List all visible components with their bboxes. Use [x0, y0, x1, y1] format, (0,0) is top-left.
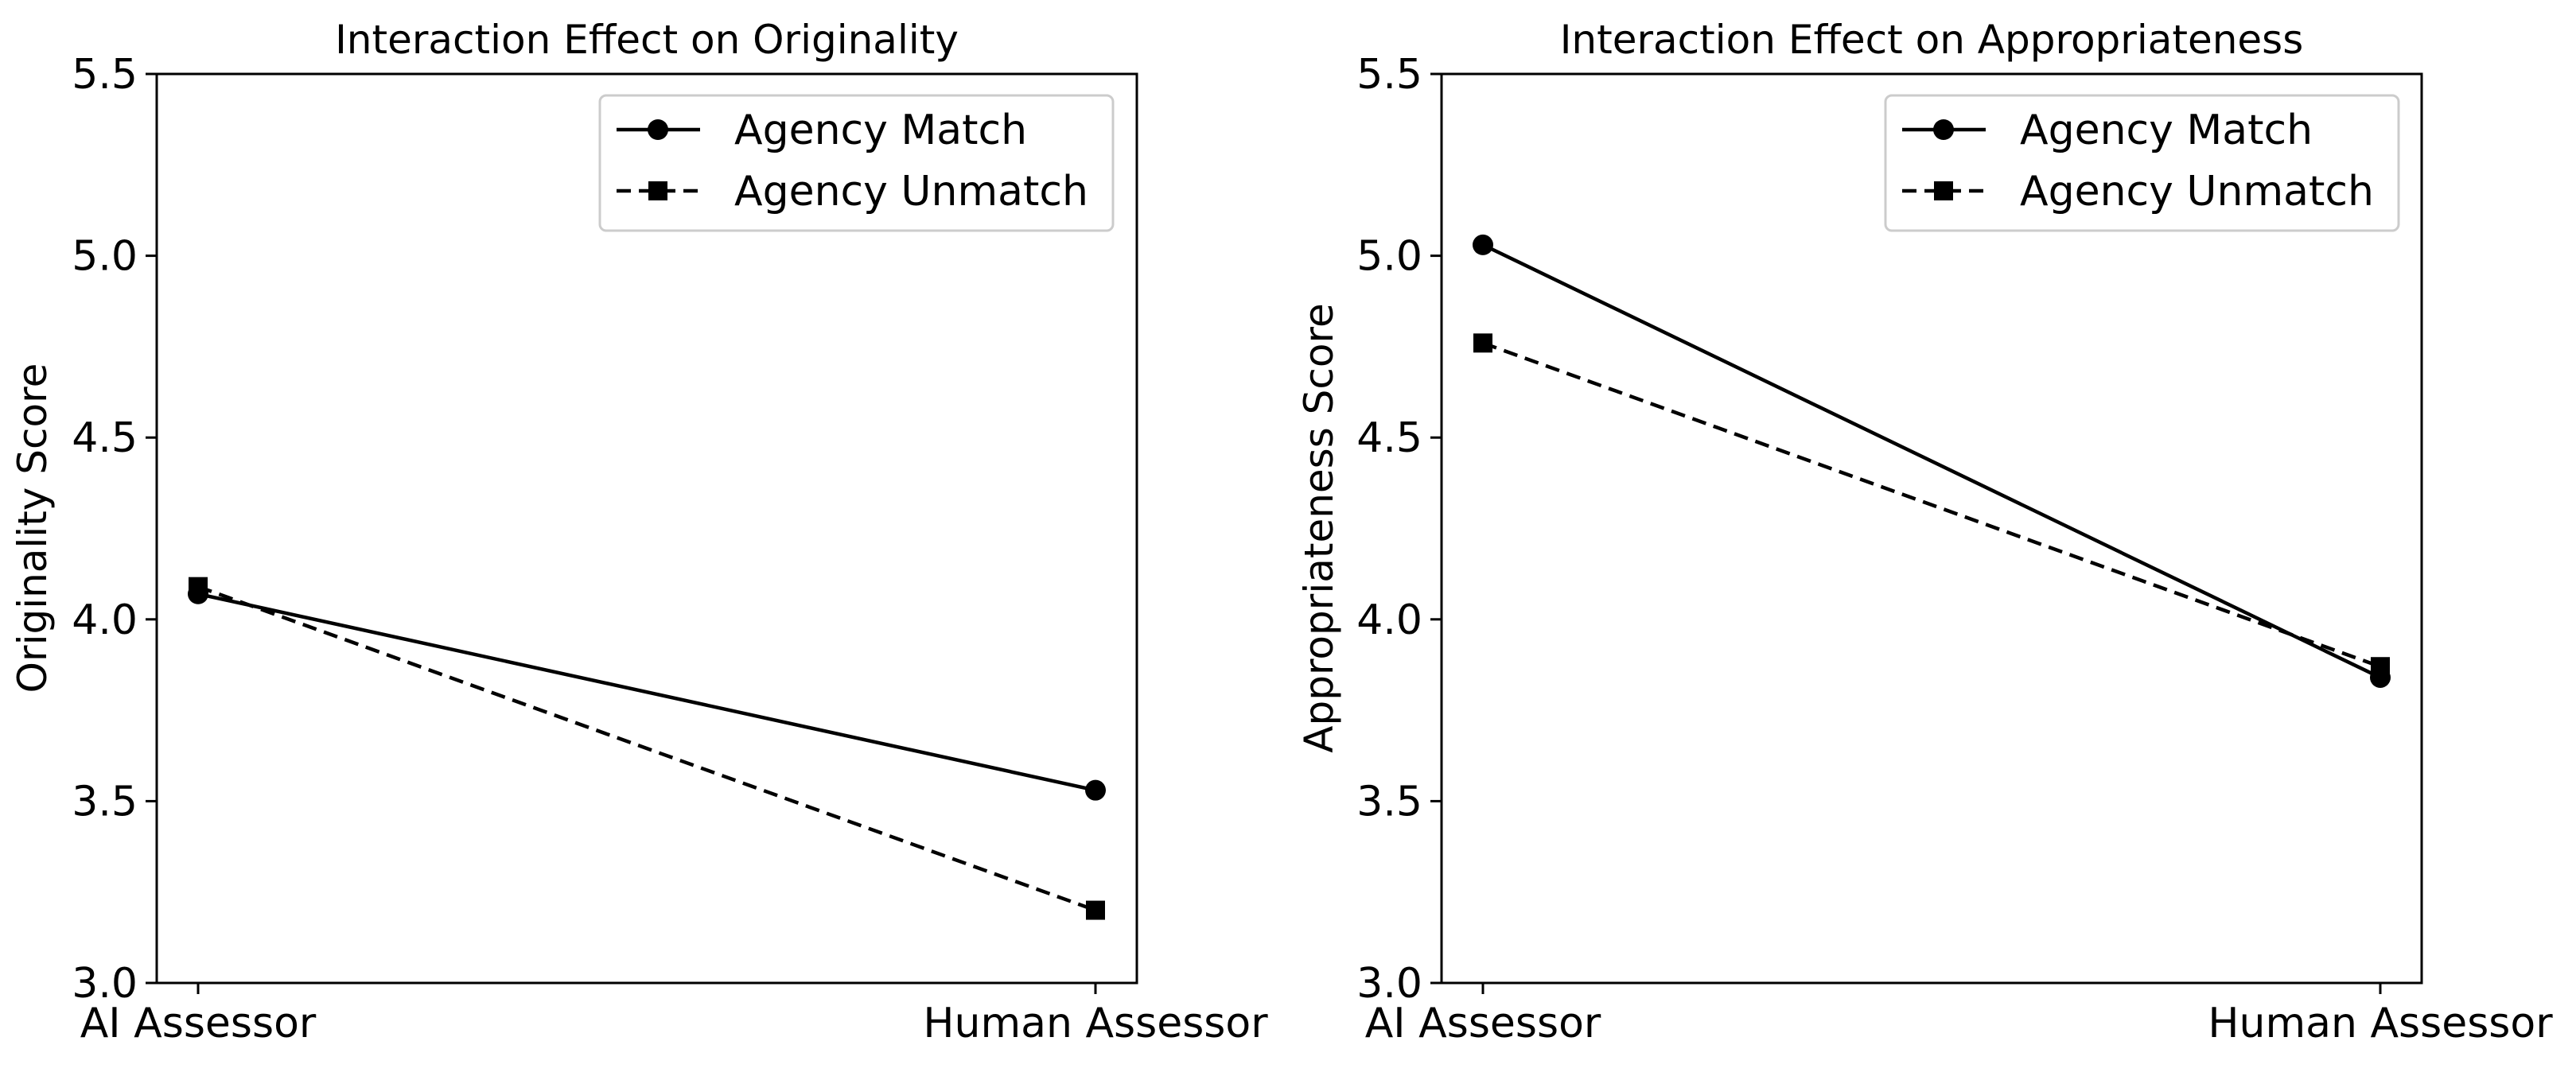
y-tick-label: 5.0: [1356, 233, 1422, 281]
y-tick-label: 3.5: [72, 778, 138, 825]
y-axis-label: Appropriateness Score: [1296, 303, 1342, 752]
y-axis-label: Originality Score: [10, 363, 56, 693]
x-tick-label: AI Assessor: [80, 1000, 317, 1047]
data-point-agency-unmatch: [2371, 657, 2390, 677]
plot-area-frame: [1440, 72, 2423, 985]
legend-label-match: Agency Match: [2020, 107, 2313, 154]
y-tick-label: 4.0: [72, 596, 138, 644]
chart-appropriateness: Interaction Effect on Appropriateness Ap…: [1296, 17, 2553, 1047]
series-line-agency-unmatch: [1482, 341, 2381, 669]
chart-title: Interaction Effect on Originality: [335, 17, 959, 63]
chart-title: Interaction Effect on Appropriateness: [1560, 17, 2304, 63]
legend: Agency Match Agency Unmatch: [1884, 94, 2400, 232]
legend-label-match: Agency Match: [734, 107, 1027, 154]
series-layer: [188, 577, 1106, 920]
data-point-agency-match: [1473, 234, 1493, 255]
chart-originality: Interaction Effect on Originality Origin…: [10, 17, 1268, 1047]
x-tick-label: Human Assessor: [2208, 1000, 2553, 1047]
series-layer: [1473, 234, 2391, 688]
y-tick-label: 4.0: [1356, 596, 1422, 644]
data-point-agency-unmatch: [189, 577, 208, 596]
x-tick-label: AI Assessor: [1365, 1000, 1601, 1047]
y-axis: 3.0 3.5 4.0 4.5 5.0 5.5: [1356, 51, 1442, 1008]
legend-marker-circle: [648, 119, 668, 140]
legend-label-unmatch: Agency Unmatch: [734, 168, 1088, 216]
y-tick-label: 5.0: [72, 233, 138, 281]
x-tick-label: Human Assessor: [923, 1000, 1268, 1047]
y-tick-label: 4.5: [72, 414, 138, 462]
data-point-agency-unmatch: [1473, 333, 1492, 353]
legend-box: [1884, 94, 2400, 232]
series-line-agency-match: [1482, 243, 2381, 679]
legend-marker-square: [648, 181, 667, 200]
legend-label-unmatch: Agency Unmatch: [2020, 168, 2374, 216]
y-tick-label: 3.0: [1356, 960, 1422, 1008]
legend: Agency Match Agency Unmatch: [598, 94, 1115, 232]
x-axis: AI Assessor Human Assessor: [1365, 983, 2553, 1047]
x-axis: AI Assessor Human Assessor: [80, 983, 1268, 1047]
y-tick-label: 5.5: [72, 51, 138, 99]
plot-area-frame: [155, 72, 1138, 985]
legend-marker-circle: [1933, 119, 1954, 140]
data-point-agency-unmatch: [1086, 900, 1105, 920]
y-tick-label: 3.5: [1356, 778, 1422, 825]
data-point-agency-match: [1085, 779, 1106, 801]
y-tick-label: 3.0: [72, 960, 138, 1008]
series-line-agency-unmatch: [197, 585, 1096, 912]
y-tick-label: 4.5: [1356, 414, 1422, 462]
legend-box: [598, 94, 1115, 232]
y-axis: 3.0 3.5 4.0 4.5 5.0 5.5: [72, 51, 157, 1008]
y-tick-label: 5.5: [1356, 51, 1422, 99]
legend-marker-square: [1934, 181, 1953, 200]
series-line-agency-match: [197, 592, 1096, 792]
